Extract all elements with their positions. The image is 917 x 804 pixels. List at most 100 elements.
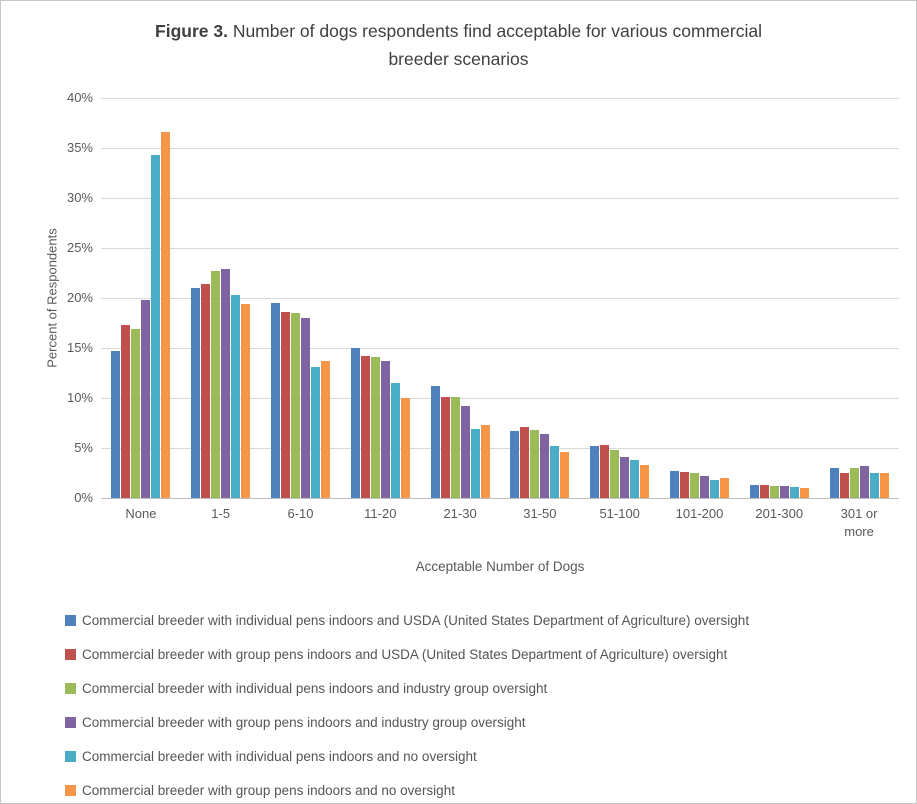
bar bbox=[849, 468, 859, 498]
category-group bbox=[739, 485, 819, 498]
bar bbox=[111, 351, 121, 498]
x-tick-label-text: 301 or more bbox=[840, 506, 878, 540]
chart-title: Figure 3. Number of dogs respondents fin… bbox=[1, 17, 916, 73]
bar bbox=[520, 427, 530, 498]
bar bbox=[390, 383, 400, 498]
x-tick-label: 11-20 bbox=[340, 505, 420, 541]
bar bbox=[679, 472, 689, 498]
gridline bbox=[101, 98, 899, 99]
bar bbox=[789, 487, 799, 498]
legend-swatch-icon bbox=[65, 682, 76, 694]
gridline bbox=[101, 348, 899, 349]
y-tick-label: 5% bbox=[74, 440, 93, 455]
legend-swatch-icon bbox=[65, 716, 76, 728]
x-tick-label: 6-10 bbox=[261, 505, 341, 541]
y-tick-label: 35% bbox=[66, 140, 93, 155]
x-tick-label: 21-30 bbox=[420, 505, 500, 541]
bar bbox=[620, 457, 630, 498]
bar bbox=[460, 406, 470, 498]
legend-label: Commercial breeder with individual pens … bbox=[82, 612, 750, 628]
chart-title-prefix: Figure 3. bbox=[155, 21, 228, 41]
bar bbox=[121, 325, 131, 498]
gridline bbox=[101, 198, 899, 199]
bar bbox=[540, 434, 550, 498]
bar bbox=[300, 318, 310, 498]
category-group bbox=[500, 427, 580, 498]
bar bbox=[211, 271, 221, 498]
category-group bbox=[181, 269, 261, 498]
x-tick-label-text: 6-10 bbox=[287, 506, 314, 521]
bar bbox=[270, 303, 280, 498]
bar bbox=[769, 486, 779, 498]
legend-item: Commercial breeder with group pens indoo… bbox=[65, 773, 749, 803]
legend-swatch-icon bbox=[65, 750, 76, 762]
x-tick-label: 31-50 bbox=[500, 505, 580, 541]
bar bbox=[640, 465, 650, 498]
x-tick-label: 201-300 bbox=[739, 505, 819, 541]
legend-label: Commercial breeder with group pens indoo… bbox=[82, 646, 728, 662]
bar bbox=[370, 357, 380, 498]
bar bbox=[590, 446, 600, 498]
bar bbox=[290, 313, 300, 498]
bar bbox=[510, 431, 520, 498]
legend-item: Commercial breeder with group pens indoo… bbox=[65, 705, 749, 739]
legend-label: Commercial breeder with individual pens … bbox=[82, 748, 477, 764]
legend-item: Commercial breeder with individual pens … bbox=[65, 671, 749, 705]
bar bbox=[699, 476, 709, 498]
bar bbox=[221, 269, 231, 498]
bar bbox=[630, 460, 640, 498]
bar bbox=[689, 473, 699, 498]
x-tick-label: 1-5 bbox=[181, 505, 261, 541]
bar bbox=[440, 397, 450, 498]
bar bbox=[201, 284, 211, 498]
bar bbox=[400, 398, 410, 498]
bar bbox=[550, 446, 560, 498]
bar bbox=[191, 288, 201, 498]
gridline bbox=[101, 298, 899, 299]
y-tick-label: 0% bbox=[74, 490, 93, 505]
legend-label: Commercial breeder with individual pens … bbox=[82, 680, 548, 696]
gridline bbox=[101, 148, 899, 149]
bar bbox=[530, 430, 540, 498]
category-group bbox=[819, 466, 899, 498]
x-tick-label: 51-100 bbox=[580, 505, 660, 541]
bar bbox=[380, 361, 390, 498]
bar bbox=[879, 473, 889, 498]
bar-groups bbox=[101, 98, 899, 498]
category-group bbox=[580, 445, 660, 498]
bar bbox=[430, 386, 440, 498]
plot-area bbox=[101, 98, 899, 499]
legend-item: Commercial breeder with individual pens … bbox=[65, 739, 749, 773]
chart-title-rest: Number of dogs respondents find acceptab… bbox=[227, 21, 762, 69]
bar bbox=[231, 295, 241, 498]
bar bbox=[151, 155, 161, 498]
x-axis-labels: None 1-5 6-10 11-20 21-30 31-50 51-100 101-200 2… bbox=[101, 505, 899, 541]
gridline bbox=[101, 448, 899, 449]
chart-legend: Commercial breeder with individual pens … bbox=[65, 603, 750, 803]
bar bbox=[610, 450, 620, 498]
bar bbox=[799, 488, 809, 498]
x-tick-label: None bbox=[101, 505, 181, 541]
legend-swatch-icon bbox=[65, 614, 76, 626]
bar bbox=[141, 300, 151, 498]
bar bbox=[869, 473, 879, 498]
x-tick-label-text: 31-50 bbox=[523, 506, 557, 521]
x-tick-label-text: None bbox=[125, 506, 157, 521]
gridline bbox=[101, 248, 899, 249]
bar bbox=[320, 361, 330, 498]
y-tick-label: 40% bbox=[66, 90, 93, 105]
chart-title-text: Figure 3. Number of dogs respondents fin… bbox=[129, 17, 789, 73]
category-group bbox=[101, 132, 181, 498]
y-tick-label: 15% bbox=[66, 340, 93, 355]
bar bbox=[839, 473, 849, 498]
bar bbox=[560, 452, 570, 498]
legend-swatch-icon bbox=[65, 648, 76, 660]
x-axis-title: Acceptable Number of Dogs bbox=[415, 559, 585, 574]
bar bbox=[829, 468, 839, 498]
bar bbox=[470, 429, 480, 498]
x-tick-label-text: 11-20 bbox=[364, 506, 397, 521]
x-tick-label: 301 or more bbox=[819, 505, 899, 541]
y-tick-label: 30% bbox=[66, 190, 93, 205]
bar bbox=[450, 397, 460, 498]
